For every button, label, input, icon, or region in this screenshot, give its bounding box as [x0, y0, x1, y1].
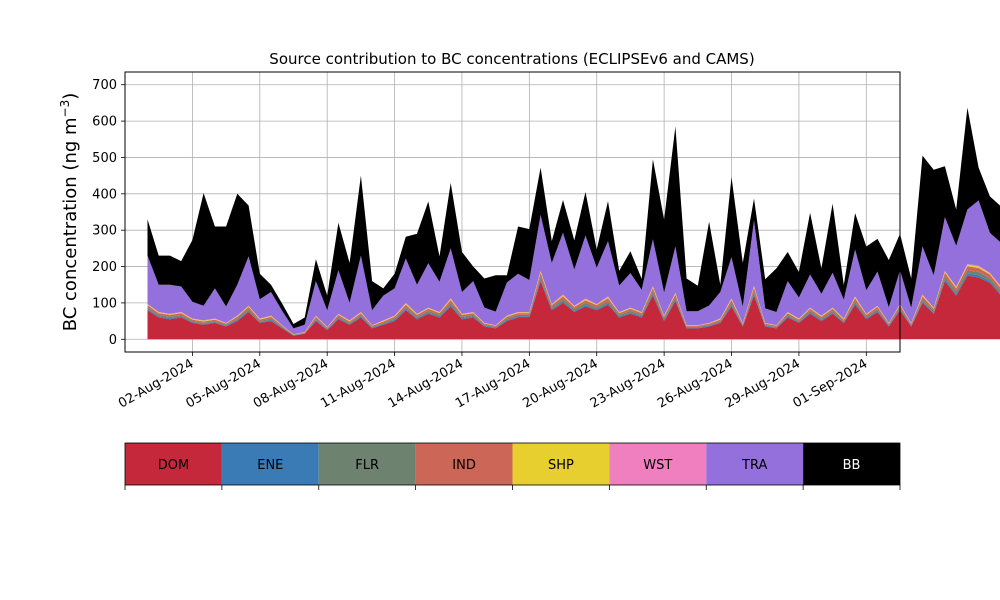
area-bb: [147, 107, 1000, 329]
legend-swatch-shp: [512, 443, 610, 485]
y-tick-label: 200: [92, 260, 117, 275]
legend-swatch-wst: [609, 443, 707, 485]
legend-label-wst: WST: [643, 458, 672, 473]
y-tick-label: 600: [92, 115, 117, 130]
area-tra: [147, 200, 1000, 335]
legend-frame: [124, 442, 901, 486]
y-axis: 0 100 200 300 400 500 600 700: [92, 78, 125, 348]
legend-label-ene: ENE: [257, 458, 283, 473]
x-tick-label: 29-Aug-2024: [723, 356, 803, 411]
chart-title: Source contribution to BC concentrations…: [269, 50, 754, 68]
legend-label-tra: TRA: [741, 458, 767, 473]
x-tick-label: 17-Aug-2024: [453, 356, 533, 411]
y-tick-label: 700: [92, 78, 117, 93]
legend-swatch-flr: [318, 443, 416, 485]
y-tick-label: 400: [92, 187, 117, 202]
y-tick-label: 0: [109, 333, 117, 348]
x-tick-label: 05-Aug-2024: [183, 356, 263, 411]
x-tick-label: 20-Aug-2024: [520, 356, 600, 411]
x-tick-label: 08-Aug-2024: [251, 356, 331, 411]
legend-swatch-ene: [221, 443, 319, 485]
y-tick-label: 300: [92, 224, 117, 239]
legend-swatch-dom: [125, 443, 222, 485]
y-axis-label: BC concentration (ng m−3): [58, 93, 81, 332]
legend-label-dom: DOM: [158, 458, 189, 473]
y-tick-label: 100: [92, 296, 117, 311]
area-dom: [147, 275, 1000, 340]
legend-swatch-ind: [415, 443, 513, 485]
x-tick-label: 02-Aug-2024: [116, 356, 196, 411]
x-tick-label: 01-Sep-2024: [790, 356, 870, 411]
legend-swatch-bb: [803, 443, 900, 485]
plot-frame: [124, 71, 901, 353]
y-tick-label: 500: [92, 151, 117, 166]
x-axis: 02-Aug-202405-Aug-202408-Aug-202411-Aug-…: [116, 352, 870, 412]
x-tick-label: 26-Aug-2024: [655, 356, 735, 411]
legend-label-bb: BB: [843, 458, 861, 473]
x-tick-label: 11-Aug-2024: [318, 356, 398, 411]
legend: DOM ENE FLR IND SHP WST TRA BB: [124, 442, 901, 490]
legend-label-flr: FLR: [355, 458, 379, 473]
x-tick-label: 23-Aug-2024: [588, 356, 668, 411]
legend-label-shp: SHP: [548, 458, 574, 473]
legend-label-ind: IND: [452, 458, 476, 473]
x-tick-label: 14-Aug-2024: [386, 356, 466, 411]
stacked-areas: [147, 107, 1000, 340]
legend-swatch-tra: [706, 443, 804, 485]
